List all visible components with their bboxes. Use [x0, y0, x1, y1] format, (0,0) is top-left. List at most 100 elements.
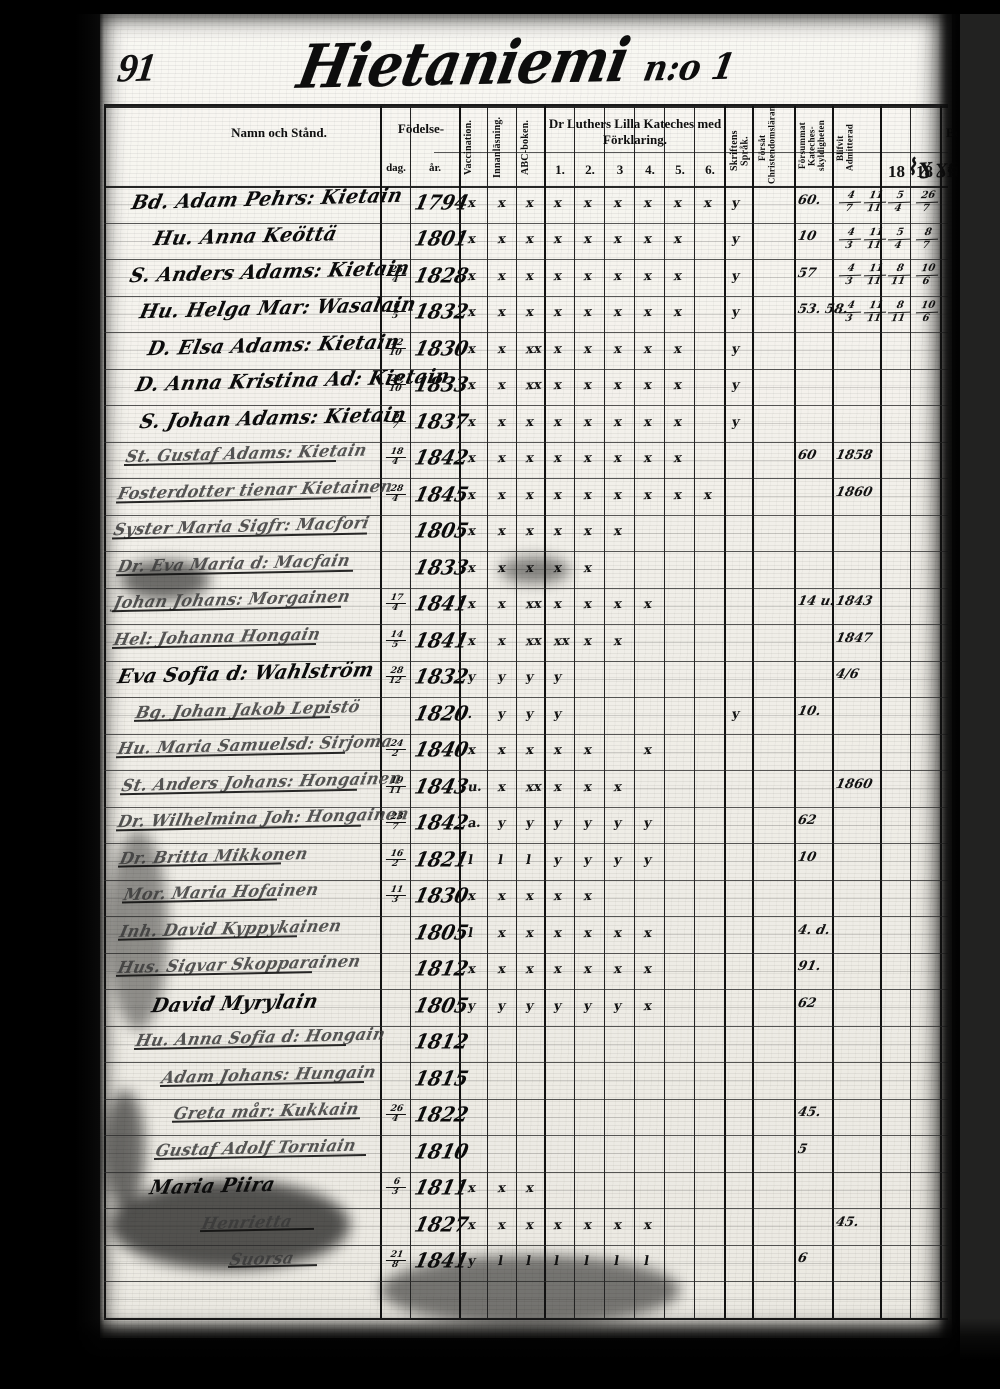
row-birth-year: 1805 — [412, 519, 471, 544]
table-row-rule — [104, 332, 948, 333]
table-row-rule — [104, 551, 948, 552]
row-birth-year: 1832 — [412, 300, 471, 325]
row-neglect-note: 62 — [796, 995, 818, 1011]
table-rule — [459, 106, 461, 1318]
table-row-rule — [104, 879, 948, 881]
row-birth-day: 21 8 — [383, 1250, 408, 1270]
table-row-rule — [104, 295, 948, 297]
column-header-catechism: Dr Luthers Lilla Kateches med Förklaring… — [548, 116, 722, 148]
table-rule — [410, 106, 411, 1318]
paper-ruling — [104, 1226, 948, 1228]
row-birth-year: 1843 — [412, 775, 471, 799]
year-stub-2: 18 — [916, 162, 933, 181]
row-birth-year: 1845 — [412, 483, 471, 507]
paper-ruling — [104, 1189, 948, 1191]
row-name: David Myrylain — [149, 989, 321, 1018]
row-birth-day: 28 12 — [383, 666, 408, 686]
row-birth-day: 11 3 — [383, 885, 408, 905]
communion-date-entry: 11 11 — [862, 263, 888, 288]
row-birth-day: 16 2 — [383, 849, 408, 869]
column-header-admitted: Blifvit Admitterad — [835, 124, 855, 172]
page-number: 91 — [115, 44, 157, 91]
row-side-note: 45. — [834, 1214, 861, 1230]
table-rule — [487, 106, 488, 1318]
communion-date-entry: 26 7 — [914, 190, 940, 215]
row-neglect-note: 4. d. — [796, 922, 832, 938]
communion-date-entry: 11 11 — [862, 299, 888, 324]
paper-ruling — [104, 788, 948, 790]
paper-ruling — [104, 861, 948, 863]
scan-border-left — [0, 0, 104, 1389]
row-birth-day: 14 5 — [383, 630, 408, 650]
column-header-name: Namn och Stånd. — [231, 125, 327, 140]
table-row-rule — [104, 1098, 948, 1100]
table-rule — [544, 106, 546, 1318]
row-side-note: 4/6 — [834, 667, 861, 683]
row-birth-day: 23 7 — [383, 812, 408, 832]
row-neglect-note: 6 — [796, 1251, 809, 1267]
row-birth-year: 1840 — [412, 738, 471, 763]
scan-border-bottom — [0, 1318, 1000, 1389]
row-name: S. Anders Adams: Kietain — [127, 256, 412, 288]
row-neglect-note: 91. — [796, 959, 823, 975]
row-birth-day: 17 4 — [383, 593, 408, 613]
communion-date-entry: 10 6 — [914, 263, 940, 288]
row-neglect-note: 57 — [796, 265, 818, 281]
row-birth-year: 1837 — [412, 410, 471, 434]
row-birth-year: 1812 — [412, 957, 471, 982]
paper-ruling — [104, 240, 948, 242]
table-rule — [634, 106, 635, 1318]
row-birth-year: 1820 — [412, 702, 471, 726]
paper-ruling — [104, 642, 948, 644]
table-rule — [880, 106, 882, 1318]
paper-ruling — [104, 1299, 948, 1301]
row-birth-day: 24 2 — [383, 739, 408, 759]
row-neglect-note: 5 — [796, 1141, 809, 1157]
column-header-birth: Födelse- — [397, 121, 445, 136]
row-neglect-note: 60. — [796, 192, 823, 208]
row-name: D. Elsa Adams: Kietain — [145, 330, 402, 361]
paper-ruling — [104, 1007, 948, 1009]
catechism-col-4: 4. — [645, 162, 655, 177]
row-birth-day: 18 4 — [383, 447, 408, 467]
table-row-rule — [104, 1025, 948, 1027]
row-side-note: 1843 — [834, 594, 874, 610]
row-neglect-note: 10 — [796, 849, 818, 865]
paper-ruling — [104, 1153, 948, 1155]
row-birth-year: 1805 — [412, 994, 471, 1018]
row-birth-year: 1833 — [412, 556, 471, 580]
paper-ruling — [104, 569, 948, 571]
row-birth-year: 1805 — [412, 921, 471, 945]
column-header-abc: ABC-boken. — [520, 119, 531, 175]
table-row-rule — [104, 1244, 948, 1246]
column-header-first-communion: Försåt Christendomsläran — [757, 106, 777, 184]
row-birth-year: 1827 — [412, 1213, 471, 1237]
row-birth-year: 1794 — [412, 191, 471, 215]
row-name: S. Johan Adams: Kietain — [137, 403, 409, 434]
table-row-rule — [104, 1062, 948, 1063]
catechism-col-2: 2. — [585, 162, 595, 177]
row-name: Hu. Anna Keöttä — [151, 222, 340, 252]
row-birth-year: 1821 — [412, 848, 471, 872]
paper-ruling — [104, 678, 948, 680]
row-birth-year: 1830 — [412, 884, 471, 909]
row-name: Eva Sofia d: Wahlström — [115, 658, 377, 690]
page-title-place: Hietaniemi — [292, 23, 635, 103]
paper-ruling — [104, 313, 948, 315]
table-row-rule — [104, 806, 948, 808]
paper-ruling — [104, 496, 948, 498]
table-rule — [794, 106, 796, 1318]
table-row-rule — [104, 514, 948, 516]
table-row-rule — [104, 952, 948, 954]
row-neglect-note: 62 — [796, 813, 818, 829]
row-side-note: 1847 — [834, 630, 874, 646]
catechism-col-3: 3 — [616, 162, 624, 177]
table-row-rule — [104, 405, 948, 406]
table-rule — [516, 106, 517, 1318]
paper-sheet — [100, 8, 952, 1338]
